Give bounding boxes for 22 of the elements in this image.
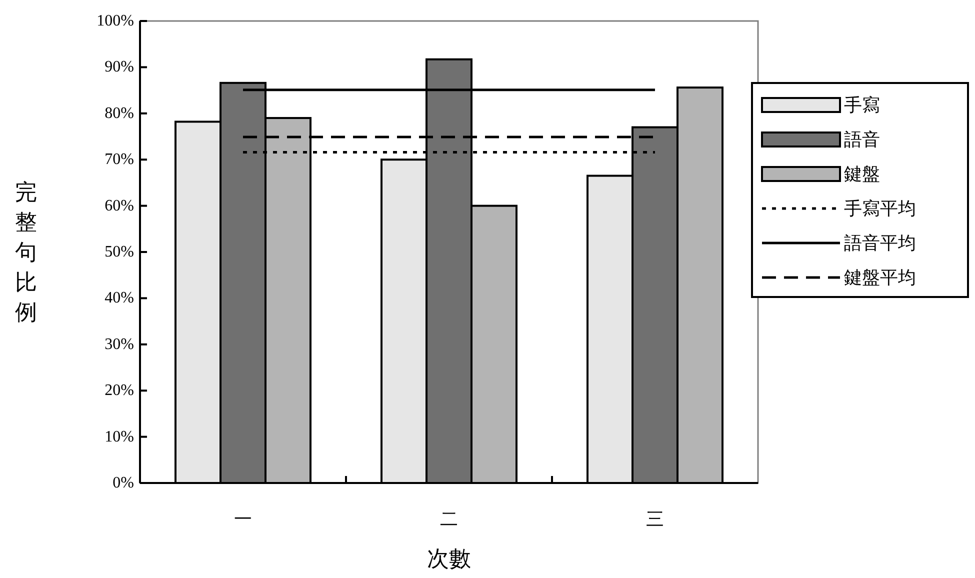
y-tick-label: 100% (96, 12, 134, 30)
y-tick-label: 50% (104, 244, 134, 260)
y-tick-label: 10% (104, 428, 134, 446)
x-axis-title: 次數 (427, 546, 471, 571)
legend-label: 手寫 (844, 95, 880, 115)
y-tick-label: 60% (104, 197, 134, 214)
x-tick-label: 二 (440, 509, 458, 529)
y-tick-label: 70% (104, 151, 134, 168)
legend-label: 鍵盤平均 (844, 268, 916, 288)
y-axis-title: 完整句比例 (15, 180, 37, 324)
legend-label: 語音平均 (844, 233, 916, 253)
y-tick-label: 30% (104, 336, 134, 353)
y-tick-label: 40% (104, 290, 134, 307)
x-tick-label: 三 (646, 509, 664, 529)
y-tick-label: 80% (104, 104, 134, 122)
legend-label: 鍵盤 (844, 164, 880, 184)
x-tick-label: 一 (234, 509, 252, 529)
y-tick-label: 20% (104, 382, 134, 400)
legend-label: 語音 (844, 130, 880, 150)
legend-label: 手寫平均 (844, 198, 916, 218)
y-tick-label: 90% (104, 58, 134, 76)
y-tick-label: 0% (112, 474, 134, 492)
